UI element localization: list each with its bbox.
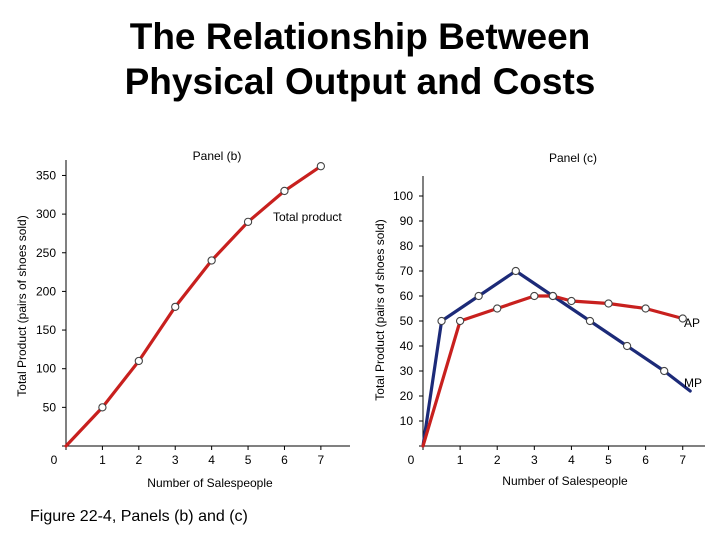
data-point — [530, 291, 539, 301]
panel-c-chart: 10 20 30 40 50 60 70 80 90 100 0 1 2 3 4 5 6 7 Panel (c) Nu… — [373, 151, 705, 488]
data-point — [641, 304, 650, 313]
x-tick-label: 5 — [245, 453, 252, 467]
x-tick-label: 0 — [51, 453, 58, 467]
x-tick-label: 6 — [642, 453, 649, 467]
data-point — [134, 356, 143, 366]
x-tick-label: 6 — [281, 453, 288, 467]
x-tick-label: 3 — [172, 453, 179, 467]
title-line-2: Physical Output and Costs — [124, 61, 596, 102]
y-tick-label: 10 — [400, 414, 414, 428]
data-point — [511, 266, 520, 276]
y-axis-title: Total Product (pairs of shoes sold) — [373, 219, 387, 400]
y-tick-label: 90 — [400, 214, 414, 228]
data-point — [622, 341, 632, 351]
panel-title: Panel (c) — [549, 151, 597, 165]
x-tick-label: 2 — [494, 453, 501, 467]
x-tick-label: 7 — [679, 453, 686, 467]
y-tick-label: 30 — [400, 364, 414, 378]
x-tick-label: 1 — [457, 453, 464, 467]
y-tick-label: 40 — [400, 339, 414, 353]
x-tick-label: 3 — [531, 453, 538, 467]
panel-b-chart: 50 100 150 200 250 300 350 0 1 2 3 4 5 6 7 Panel (b) Num… — [15, 149, 350, 490]
x-tick-label: 1 — [99, 453, 106, 467]
data-point — [98, 403, 107, 412]
data-point — [171, 302, 180, 312]
y-tick-label: 60 — [400, 289, 414, 303]
data-point — [678, 314, 687, 323]
y-tick-label: 100 — [36, 362, 56, 376]
data-point — [660, 366, 669, 376]
series-label: MP — [684, 376, 702, 390]
x-tick-label: 5 — [605, 453, 612, 467]
data-point — [316, 162, 326, 171]
x-tick-label: 7 — [318, 453, 325, 467]
x-axis-title: Number of Salespeople — [502, 474, 628, 488]
y-tick-label: 80 — [400, 239, 414, 253]
series-label: Total product — [273, 210, 342, 224]
data-point — [604, 299, 613, 308]
x-tick-label: 2 — [135, 453, 142, 467]
data-point — [207, 256, 216, 265]
y-tick-label: 50 — [400, 314, 414, 328]
page-title: The Relationship Between Physical Output… — [0, 14, 720, 104]
figure-caption: Figure 22-4, Panels (b) and (c) — [30, 508, 248, 525]
x-tick-label: 4 — [208, 453, 215, 467]
data-point — [455, 316, 465, 326]
y-tick-label: 20 — [400, 389, 414, 403]
series-label: AP — [684, 316, 700, 330]
series-line-total-product — [64, 164, 323, 448]
y-tick-label: 200 — [36, 284, 56, 298]
panel-title: Panel (b) — [193, 149, 242, 163]
y-tick-label: 100 — [393, 189, 413, 203]
y-tick-label: 50 — [43, 400, 57, 414]
data-point — [280, 186, 289, 196]
title-line-1: The Relationship Between — [129, 16, 591, 57]
y-tick-label: 350 — [36, 168, 56, 182]
data-point — [474, 291, 483, 301]
data-point — [493, 304, 502, 313]
data-point — [548, 291, 558, 301]
data-point — [585, 316, 595, 326]
data-point — [567, 296, 576, 306]
x-tick-label: 0 — [408, 453, 415, 467]
y-tick-label: 250 — [36, 246, 56, 260]
x-tick-label: 4 — [568, 453, 575, 467]
data-point — [243, 217, 253, 226]
y-tick-label: 70 — [400, 264, 414, 278]
y-axis-title: Total Product (pairs of shoes sold) — [15, 215, 29, 396]
data-point — [437, 316, 446, 326]
x-axis-title: Number of Salespeople — [147, 476, 273, 490]
y-tick-label: 300 — [36, 207, 56, 221]
y-tick-label: 150 — [36, 323, 56, 337]
